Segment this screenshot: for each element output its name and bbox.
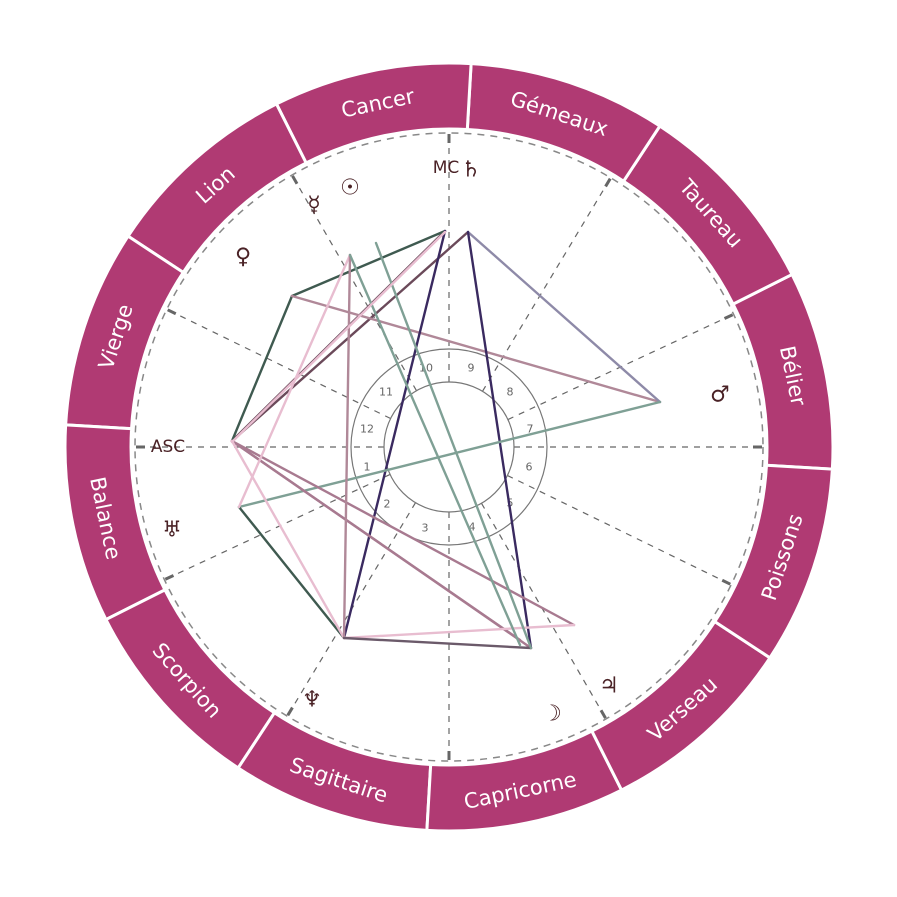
sign-segment-poissons bbox=[712, 463, 834, 660]
planet-vénus-icon: ♀ bbox=[235, 245, 251, 270]
cusp-tick bbox=[721, 578, 731, 586]
aspect-line bbox=[290, 294, 662, 404]
aspect-line bbox=[342, 253, 352, 640]
house-cusp-line bbox=[480, 502, 606, 718]
aspect-line bbox=[230, 230, 447, 444]
aspect-line bbox=[237, 505, 346, 640]
aspect-line bbox=[348, 253, 522, 647]
cusp-tick bbox=[164, 574, 175, 581]
planet-mars-icon: ♂ bbox=[710, 383, 730, 408]
house-cusp-lines bbox=[136, 134, 762, 760]
planet-mc-icon: MC bbox=[433, 158, 460, 178]
zodiac-sign-ring bbox=[63, 61, 835, 833]
house-number: 3 bbox=[422, 522, 429, 535]
house-cusp-line bbox=[507, 474, 730, 585]
planet-soleil-icon: ☉ bbox=[340, 176, 360, 201]
inner-dashed-circle bbox=[134, 132, 764, 762]
cusp-tick bbox=[167, 308, 177, 316]
house-number: 4 bbox=[469, 521, 476, 534]
house-ring-inner bbox=[383, 381, 515, 513]
cusp-tick bbox=[599, 709, 607, 719]
chart-inner-circle bbox=[134, 132, 764, 762]
cusp-tick bbox=[604, 177, 612, 188]
planet-glyphs: MC ♄ ☿ ☉ ♀ ♂ ASC ♅ ♆ ☽ ♃ bbox=[151, 158, 730, 727]
house-number: 12 bbox=[360, 423, 374, 436]
aspect-line bbox=[342, 623, 576, 640]
planet-saturne-icon: ♄ bbox=[461, 158, 481, 183]
house-number: 2 bbox=[384, 498, 391, 511]
aspect-line bbox=[342, 229, 447, 640]
planet-uranus-icon: ♅ bbox=[162, 518, 182, 543]
house-cusp-line bbox=[292, 176, 418, 392]
aspect-line bbox=[230, 230, 470, 443]
cusp-tick bbox=[286, 706, 294, 717]
aspect-line bbox=[237, 400, 662, 509]
house-number-ring: 123456789101112 bbox=[350, 348, 548, 546]
aspect-line bbox=[290, 229, 447, 298]
aspect-line bbox=[374, 241, 533, 650]
planet-lune-icon: ☽ bbox=[542, 702, 562, 727]
house-cusp-line bbox=[168, 309, 391, 420]
planet-jupiter-icon: ♃ bbox=[599, 674, 619, 699]
cusp-tick bbox=[723, 313, 734, 320]
house-number: 11 bbox=[379, 386, 393, 399]
aspect-line bbox=[230, 439, 576, 627]
aspect-line bbox=[230, 439, 346, 640]
aspect-lines bbox=[230, 229, 662, 650]
house-cusp-line bbox=[165, 473, 391, 580]
planet-mercure-icon: ☿ bbox=[307, 193, 321, 218]
aspect-line bbox=[230, 294, 294, 443]
aspect-line bbox=[466, 230, 533, 650]
aspect-line bbox=[466, 230, 662, 404]
aspect-line bbox=[230, 439, 522, 642]
house-ring-outer bbox=[350, 348, 548, 546]
planet-neptune-icon: ♆ bbox=[302, 688, 322, 713]
house-number: 7 bbox=[527, 423, 534, 436]
house-number: 6 bbox=[526, 461, 533, 474]
house-number: 9 bbox=[468, 362, 475, 375]
house-number: 8 bbox=[507, 386, 514, 399]
cusp-tick bbox=[291, 175, 299, 185]
house-number: 1 bbox=[364, 461, 371, 474]
aspect-line bbox=[342, 636, 533, 650]
planet-ascendant-icon: ASC bbox=[151, 437, 185, 457]
